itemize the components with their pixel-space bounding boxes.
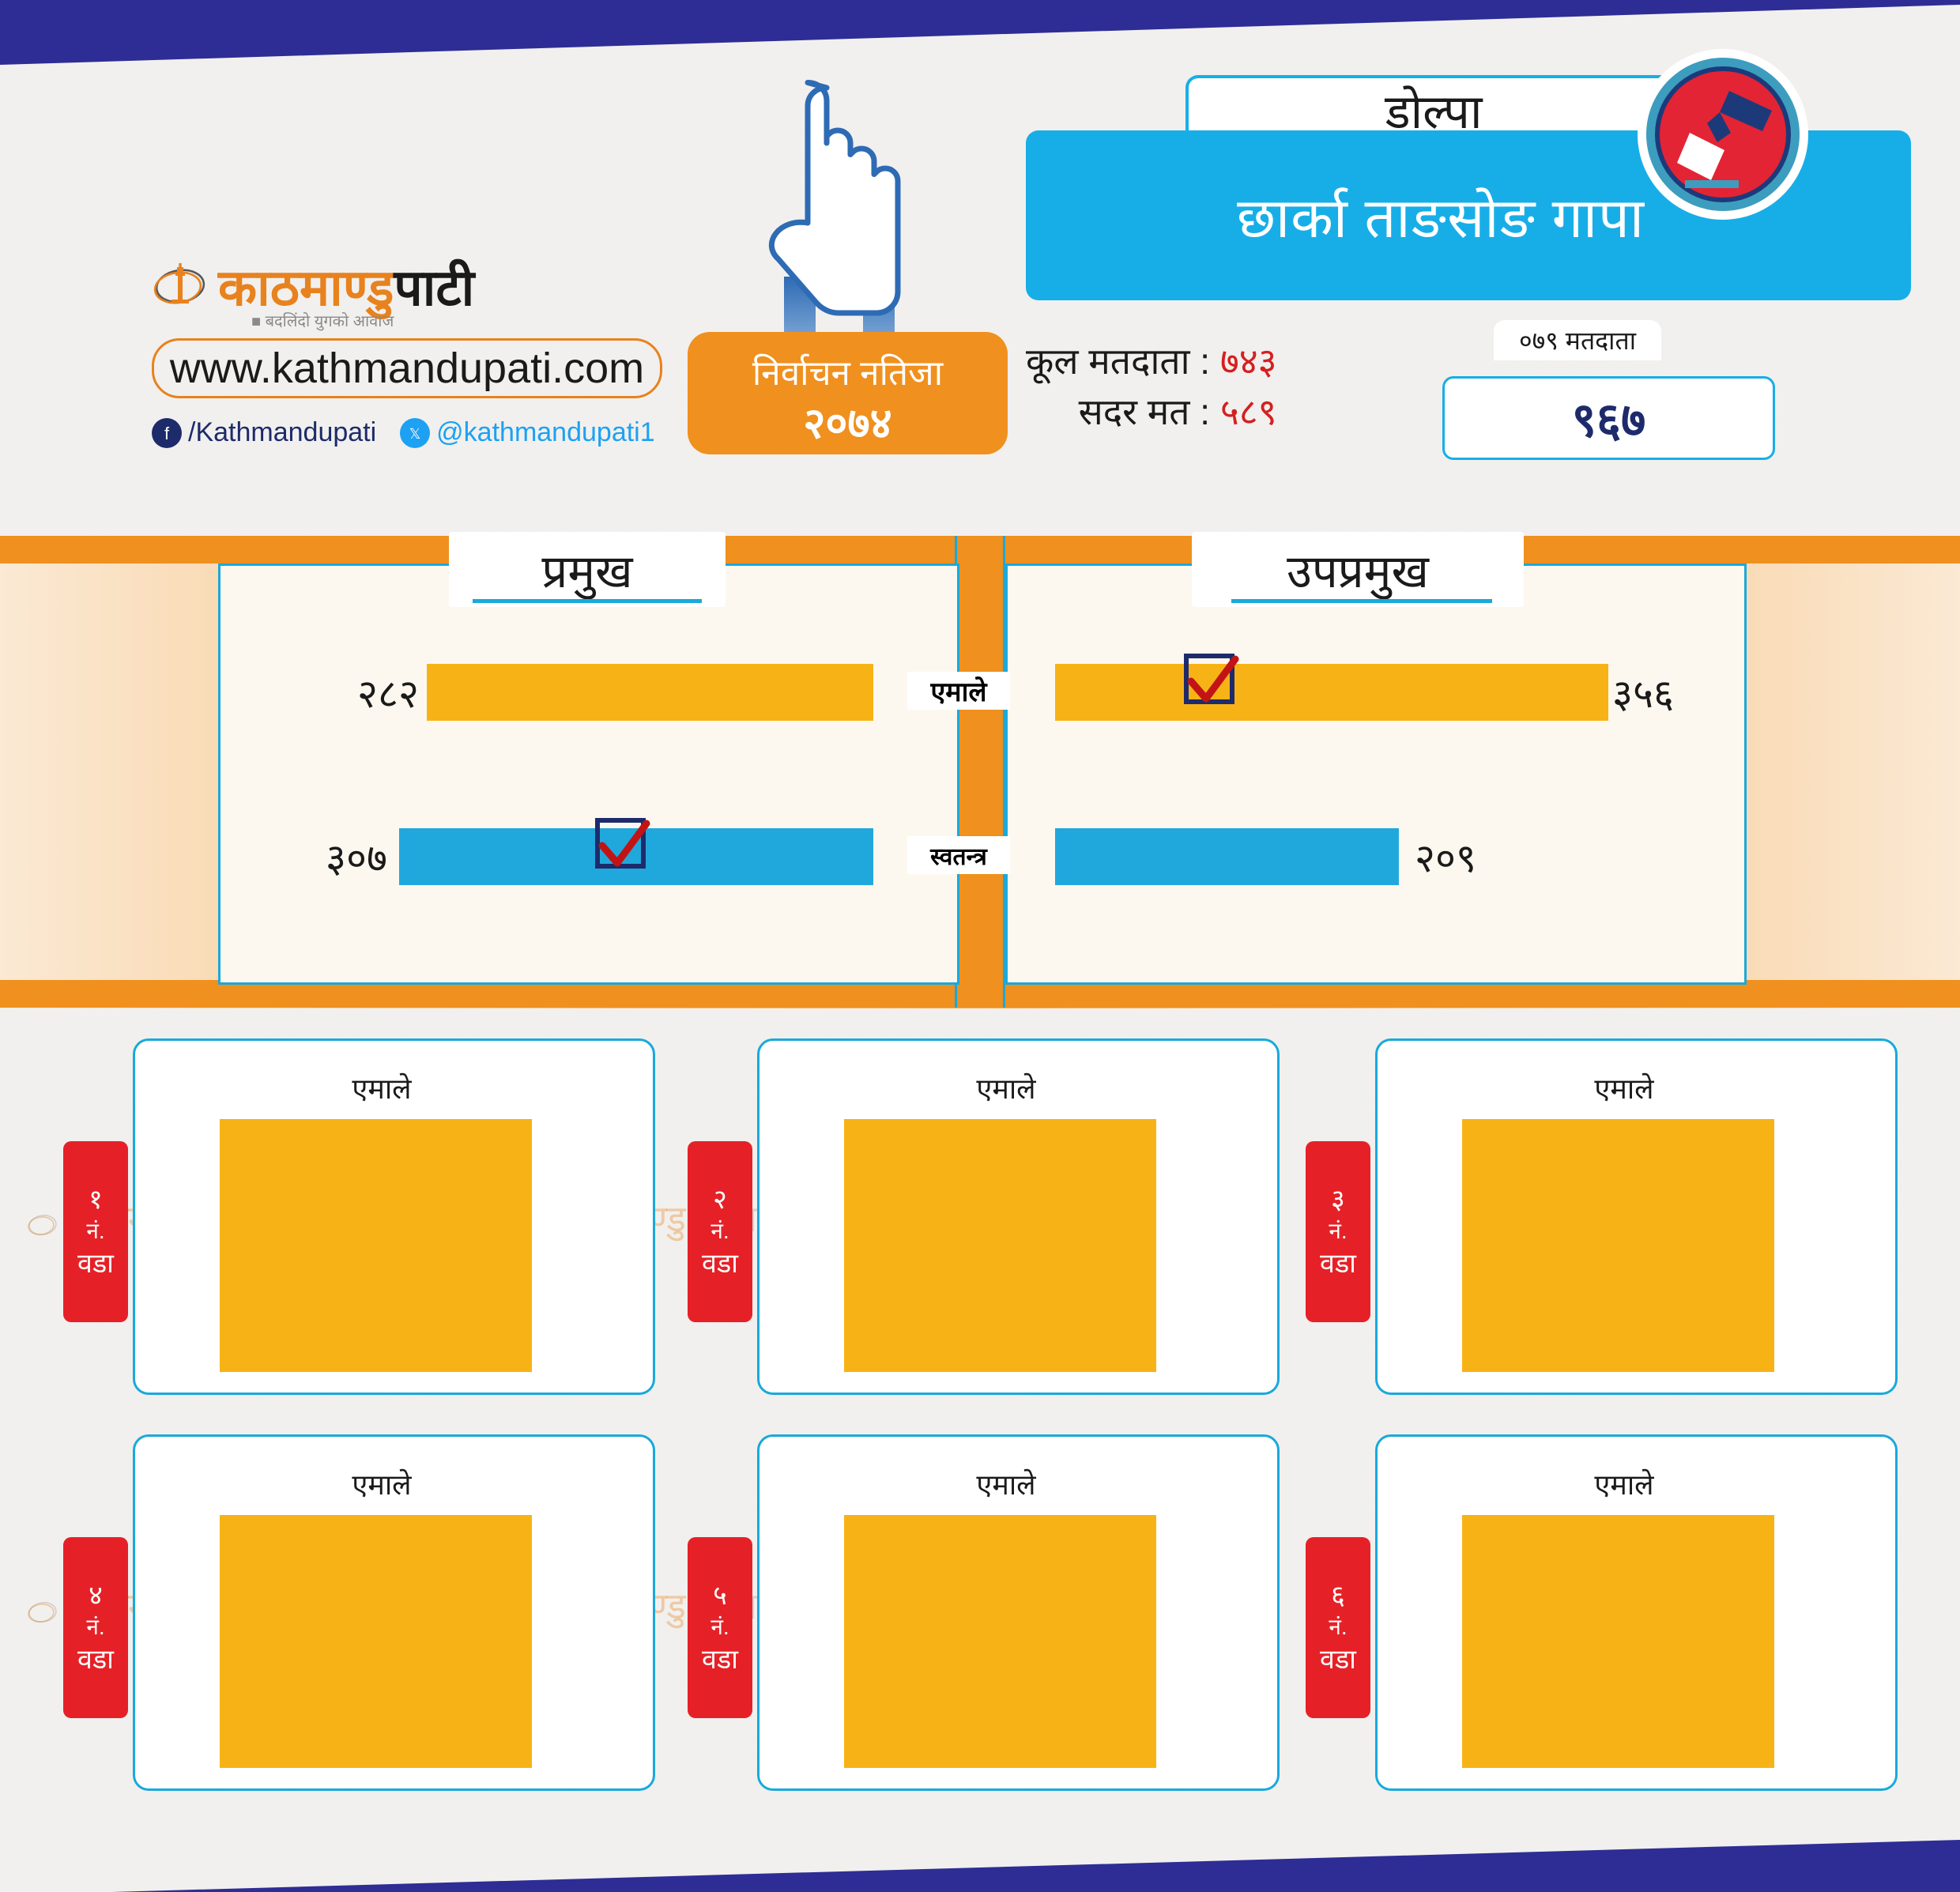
svg-text:f: f [164,424,170,443]
svg-text:𝕏: 𝕏 [409,426,421,442]
